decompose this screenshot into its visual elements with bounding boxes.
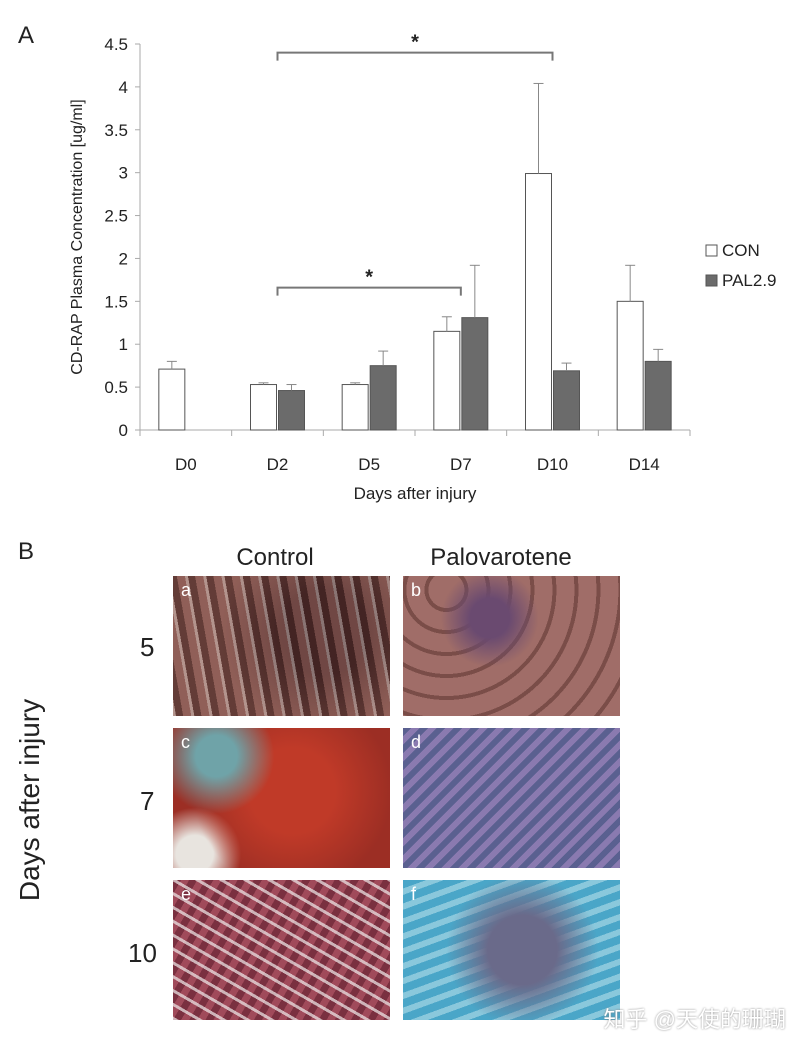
bar-con-d2 [250,384,277,431]
legend-label-con: CON [722,241,760,260]
bar-pal29-d5 [369,365,397,431]
y-tick-label: 0.5 [104,378,128,397]
significance-star-1: * [411,32,419,54]
x-tick-label: D10 [537,455,568,474]
image-letter-b: b [411,580,422,600]
column-header-palovarotene: Palovarotene [430,544,572,571]
bar-con-d5 [341,384,369,431]
panel-b-label: B [18,538,35,565]
y-tick-label: 2 [119,249,128,268]
significance-star-2: * [365,267,373,289]
micrograph-control-day5: a [173,576,390,716]
legend-label-pal29: PAL2.9 [722,271,777,290]
image-letter-c: c [181,732,190,752]
significance-annotations: ** [276,32,554,296]
y-tick-label: 2.5 [104,207,128,226]
bar-pal29-d14 [644,360,672,431]
bar-con-d14 [616,300,644,431]
x-tick-label: D14 [629,455,660,474]
x-tick-label: D0 [175,455,197,474]
bar-pal29-d10 [553,370,580,431]
row-label-7: 7 [140,786,155,816]
y-tick-label: 0 [119,421,128,440]
x-tick-label: D5 [358,455,380,474]
y-tick-label: 3 [119,164,128,183]
watermark: 知乎 @天使的珊瑚 [603,1007,786,1032]
row-label-10: 10 [128,938,157,968]
y-axis-title: CD-RAP Plasma Concentration [ug/ml] [69,99,86,374]
micrograph-palovarotene-day5: b [403,576,620,716]
image-letter-f: f [411,884,417,904]
bar-con-d10 [525,173,552,431]
y-tick-label: 4 [119,78,128,97]
micrograph-palovarotene-day7: d [403,728,620,868]
row-axis-title: Days after injury [14,698,45,902]
legend-swatch-con [705,244,718,257]
x-axis-title: Days after injury [354,484,477,503]
significance-bracket-2 [276,286,462,296]
micrograph-palovarotene-day10: f [403,880,620,1020]
panel-a-label: A [18,22,35,49]
chart-axes: 0 0.5 1 1.5 2 2.5 3 3.5 4 4.5 D0 D2 D5 D7 D10 D14 Days a… [69,35,691,503]
y-tick-label: 1.5 [104,292,128,311]
y-tick-label: 4.5 [104,35,128,54]
y-tick-label: 1 [119,335,128,354]
column-header-control: Control [236,544,314,571]
bar-pal29-d2 [278,390,305,431]
bar-con-d0 [158,368,186,431]
micrograph-control-day7: c [173,728,390,868]
micrograph-control-day10: e [173,880,390,1020]
bar-pal29-d7 [461,317,489,431]
image-letter-e: e [181,884,192,904]
image-letter-a: a [181,580,192,600]
row-label-5: 5 [140,632,155,662]
x-tick-label: D7 [450,455,472,474]
significance-bracket-1 [276,51,554,61]
x-tick-label: D2 [267,455,289,474]
chart-bars [158,82,672,431]
bar-chart: 0 0.5 1 1.5 2 2.5 3 3.5 4 4.5 D0 D2 D5 D7 D10 D14 Days a… [69,32,777,503]
bar-con-d7 [433,330,461,431]
chart-legend: CON PAL2.9 [705,241,777,290]
legend-swatch-pal29 [705,274,718,287]
y-tick-label: 3.5 [104,121,128,140]
image-letter-d: d [411,732,422,752]
